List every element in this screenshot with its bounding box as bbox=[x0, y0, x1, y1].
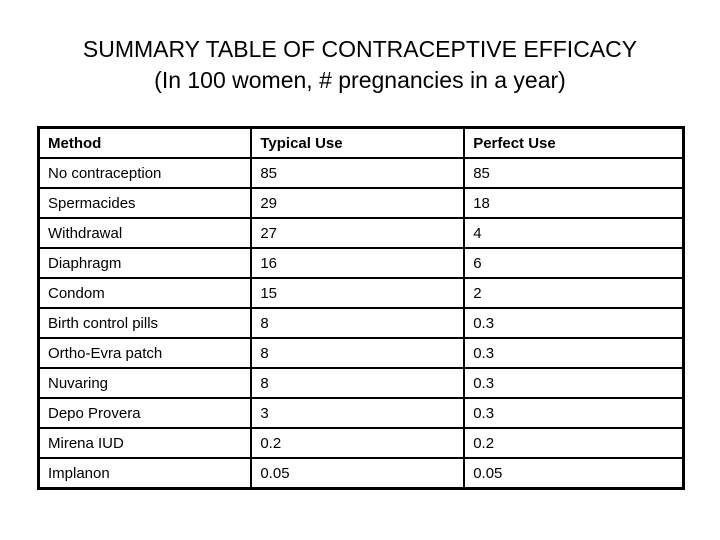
contraceptive-efficacy-table: Method Typical Use Perfect Use No contra… bbox=[37, 126, 685, 490]
perfect-use-cell: 2 bbox=[463, 277, 685, 309]
perfect-use-cell: 0.3 bbox=[463, 367, 685, 399]
perfect-use-cell: 18 bbox=[463, 187, 685, 219]
perfect-use-cell: 0.3 bbox=[463, 337, 685, 369]
method-cell: Diaphragm bbox=[37, 247, 253, 279]
typical-use-cell: 0.2 bbox=[250, 427, 466, 459]
typical-use-cell: 85 bbox=[250, 157, 466, 189]
typical-use-cell: 0.05 bbox=[250, 457, 466, 490]
table-row: Nuvaring 8 0.3 bbox=[37, 367, 685, 399]
table-row: Implanon 0.05 0.05 bbox=[37, 457, 685, 490]
table-row: Condom 15 2 bbox=[37, 277, 685, 309]
table-row: Mirena IUD 0.2 0.2 bbox=[37, 427, 685, 459]
typical-use-cell: 29 bbox=[250, 187, 466, 219]
method-cell: Withdrawal bbox=[37, 217, 253, 249]
slide-title-line1: SUMMARY TABLE OF CONTRACEPTIVE EFFICACY bbox=[82, 36, 638, 62]
typical-use-cell: 16 bbox=[250, 247, 466, 279]
perfect-use-cell: 4 bbox=[463, 217, 685, 249]
table-row: Withdrawal 27 4 bbox=[37, 217, 685, 249]
typical-use-cell: 8 bbox=[250, 337, 466, 369]
method-cell: Condom bbox=[37, 277, 253, 309]
perfect-use-cell: 85 bbox=[463, 157, 685, 189]
slide-title: SUMMARY TABLE OF CONTRACEPTIVE EFFICACY … bbox=[0, 34, 720, 96]
typical-use-cell: 15 bbox=[250, 277, 466, 309]
method-cell: Implanon bbox=[37, 457, 253, 490]
table-row: Birth control pills 8 0.3 bbox=[37, 307, 685, 339]
perfect-use-cell: 6 bbox=[463, 247, 685, 279]
perfect-use-cell: 0.05 bbox=[463, 457, 685, 490]
typical-use-cell: 8 bbox=[250, 367, 466, 399]
method-column-header: Method bbox=[37, 126, 253, 159]
slide-title-line2: (In 100 women, # pregnancies in a year) bbox=[154, 67, 566, 93]
table-header-row: Method Typical Use Perfect Use bbox=[37, 126, 685, 159]
table-row: Ortho-Evra patch 8 0.3 bbox=[37, 337, 685, 369]
method-cell: Mirena IUD bbox=[37, 427, 253, 459]
method-cell: Depo Provera bbox=[37, 397, 253, 429]
table-row: Spermacides 29 18 bbox=[37, 187, 685, 219]
table-row: No contraception 85 85 bbox=[37, 157, 685, 189]
method-cell: No contraception bbox=[37, 157, 253, 189]
table-row: Depo Provera 3 0.3 bbox=[37, 397, 685, 429]
perfect-use-cell: 0.2 bbox=[463, 427, 685, 459]
method-cell: Ortho-Evra patch bbox=[37, 337, 253, 369]
method-cell: Spermacides bbox=[37, 187, 253, 219]
perfect-use-cell: 0.3 bbox=[463, 307, 685, 339]
table-row: Diaphragm 16 6 bbox=[37, 247, 685, 279]
typical-use-column-header: Typical Use bbox=[250, 126, 466, 159]
typical-use-cell: 8 bbox=[250, 307, 466, 339]
typical-use-cell: 27 bbox=[250, 217, 466, 249]
perfect-use-column-header: Perfect Use bbox=[463, 126, 685, 159]
typical-use-cell: 3 bbox=[250, 397, 466, 429]
method-cell: Nuvaring bbox=[37, 367, 253, 399]
perfect-use-cell: 0.3 bbox=[463, 397, 685, 429]
method-cell: Birth control pills bbox=[37, 307, 253, 339]
